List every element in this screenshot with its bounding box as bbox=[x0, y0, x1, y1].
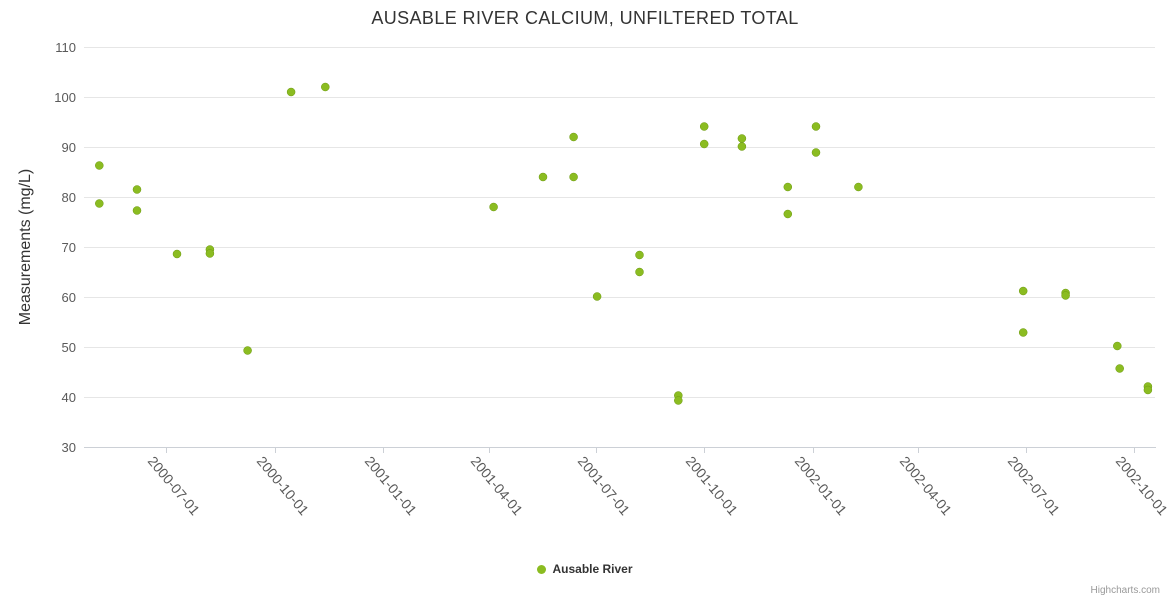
x-tick-mark bbox=[382, 447, 384, 453]
data-point[interactable] bbox=[132, 185, 142, 194]
x-tick-mark bbox=[1025, 447, 1027, 453]
data-point[interactable] bbox=[132, 206, 142, 215]
data-point[interactable] bbox=[854, 182, 863, 192]
data-point[interactable] bbox=[1061, 291, 1070, 300]
y-gridline bbox=[84, 297, 1155, 298]
x-tick-mark bbox=[1133, 447, 1135, 453]
data-point[interactable] bbox=[172, 249, 182, 259]
data-point[interactable] bbox=[811, 122, 821, 131]
highcharts-credits-link[interactable]: Highcharts.com bbox=[1090, 585, 1160, 596]
y-gridline bbox=[84, 147, 1155, 148]
data-point[interactable] bbox=[783, 209, 793, 219]
x-tick-mark bbox=[595, 447, 597, 453]
x-tick-mark bbox=[166, 447, 168, 453]
legend: Ausable River bbox=[0, 562, 1170, 576]
data-point[interactable] bbox=[1143, 385, 1153, 395]
y-tick-label: 40 bbox=[61, 390, 76, 405]
y-gridline bbox=[84, 97, 1155, 98]
x-tick-mark bbox=[488, 447, 490, 453]
legend-marker-icon bbox=[537, 564, 547, 574]
y-gridline bbox=[84, 197, 1155, 198]
data-point[interactable] bbox=[569, 172, 578, 182]
data-point[interactable] bbox=[811, 148, 821, 157]
data-point[interactable] bbox=[783, 182, 793, 192]
data-point[interactable] bbox=[635, 267, 644, 277]
legend-item-ausable-river[interactable]: Ausable River bbox=[537, 562, 633, 576]
x-axis-line bbox=[84, 447, 1156, 448]
data-point[interactable] bbox=[95, 199, 104, 208]
y-tick-label: 80 bbox=[61, 190, 76, 205]
data-point[interactable] bbox=[489, 202, 498, 212]
data-point[interactable] bbox=[538, 172, 548, 182]
data-point[interactable] bbox=[205, 249, 215, 258]
data-point[interactable] bbox=[737, 134, 747, 143]
x-tick-mark bbox=[704, 447, 706, 453]
y-tick-label: 60 bbox=[61, 290, 76, 305]
data-point[interactable] bbox=[699, 139, 709, 149]
y-tick-label: 100 bbox=[54, 90, 76, 105]
data-point[interactable] bbox=[699, 122, 709, 131]
x-tick-mark bbox=[812, 447, 814, 453]
data-point[interactable] bbox=[1113, 341, 1122, 351]
data-point[interactable] bbox=[592, 292, 602, 301]
y-gridline bbox=[84, 347, 1155, 348]
data-point[interactable] bbox=[1018, 286, 1028, 296]
y-gridline bbox=[84, 247, 1155, 248]
x-tick-mark bbox=[274, 447, 276, 453]
y-tick-label: 90 bbox=[61, 140, 76, 155]
data-point[interactable] bbox=[737, 142, 747, 151]
data-point[interactable] bbox=[635, 250, 644, 260]
x-tick-mark bbox=[918, 447, 920, 453]
y-tick-label: 70 bbox=[61, 240, 76, 255]
y-gridline bbox=[84, 397, 1155, 398]
data-point[interactable] bbox=[1018, 328, 1028, 337]
data-point[interactable] bbox=[674, 396, 683, 405]
y-gridline bbox=[84, 47, 1155, 48]
legend-label: Ausable River bbox=[552, 562, 633, 576]
y-tick-label: 30 bbox=[61, 440, 76, 455]
data-point[interactable] bbox=[321, 82, 330, 92]
y-tick-label: 50 bbox=[61, 340, 76, 355]
data-point[interactable] bbox=[95, 161, 104, 170]
data-point[interactable] bbox=[569, 132, 578, 142]
y-tick-label: 110 bbox=[55, 40, 76, 55]
data-point[interactable] bbox=[1115, 364, 1124, 373]
data-point[interactable] bbox=[243, 346, 252, 355]
chart-title: AUSABLE RIVER CALCIUM, UNFILTERED TOTAL bbox=[371, 8, 799, 28]
data-point[interactable] bbox=[286, 87, 296, 97]
